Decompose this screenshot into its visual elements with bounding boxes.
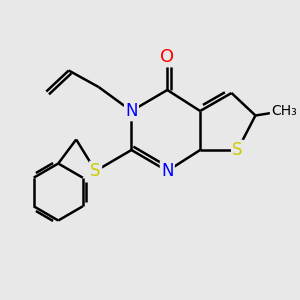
- Text: N: N: [161, 162, 173, 180]
- Text: CH₃: CH₃: [271, 104, 297, 118]
- Text: S: S: [232, 141, 243, 159]
- Text: S: S: [90, 162, 101, 180]
- Text: N: N: [125, 102, 138, 120]
- Text: O: O: [160, 48, 174, 66]
